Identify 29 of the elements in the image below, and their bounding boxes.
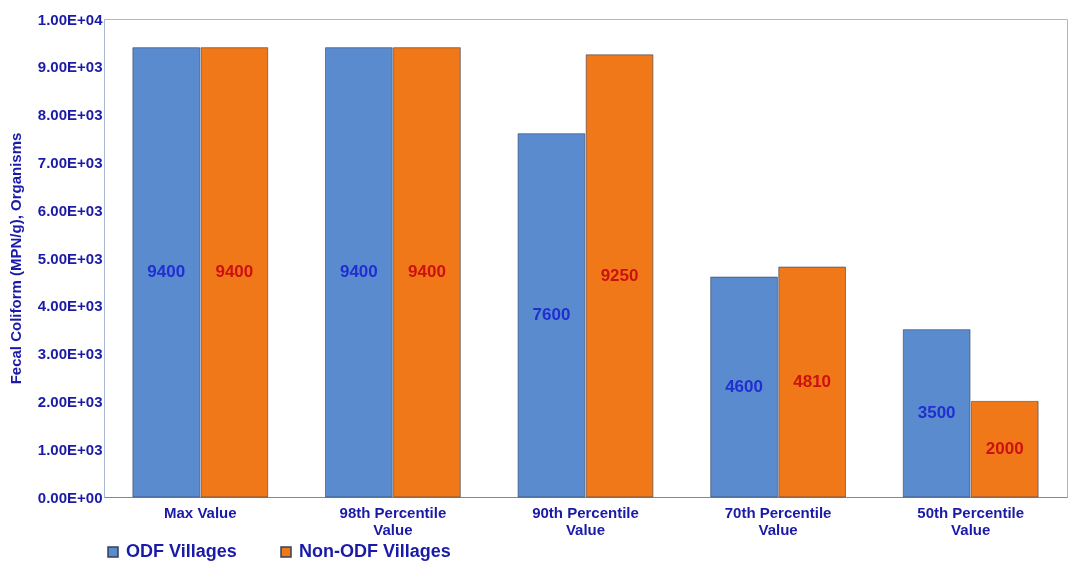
y-tick-label: 8.00E+03: [37, 106, 103, 124]
legend-label: ODF Villages: [126, 541, 237, 561]
data-label: 9400: [408, 262, 446, 282]
data-label: 2000: [985, 439, 1024, 459]
y-tick-label: 4.00E+03: [37, 297, 103, 315]
data-label: 9400: [339, 262, 378, 282]
y-tick-label: 1.00E+03: [37, 440, 103, 458]
y-tick-label: 6.00E+03: [37, 201, 103, 219]
y-tick-label: 5.00E+03: [37, 249, 103, 267]
x-tick-label: Max Value: [164, 503, 237, 521]
x-tick-label: 90th Percentile Value: [532, 503, 639, 538]
x-tick-label: 98th Percentile Value: [339, 503, 447, 538]
data-label: 9250: [600, 265, 639, 285]
y-tick-label: 7.00E+03: [37, 153, 103, 171]
x-tick-label: 50th Percentile Value: [917, 503, 1025, 538]
data-label: 9400: [215, 262, 254, 282]
data-label: 3500: [917, 403, 956, 423]
y-tick-label: 9.00E+03: [37, 58, 103, 76]
legend-label: Non-ODF Villages: [299, 541, 451, 561]
y-tick-label: 0.00E+00: [37, 488, 103, 506]
data-label: 9400: [147, 262, 186, 282]
y-axis-title: Fecal Coliform (MPN/g), Organisms: [6, 132, 24, 385]
y-tick-label: 2.00E+03: [37, 392, 103, 410]
data-label: 7600: [532, 305, 571, 325]
x-tick-label: 70th Percentile Value: [724, 503, 832, 538]
y-tick-label: 1.00E+04: [37, 10, 104, 28]
y-tick-label: 3.00E+03: [37, 345, 103, 363]
data-label: 4600: [725, 377, 763, 397]
data-label: 4810: [793, 372, 832, 392]
